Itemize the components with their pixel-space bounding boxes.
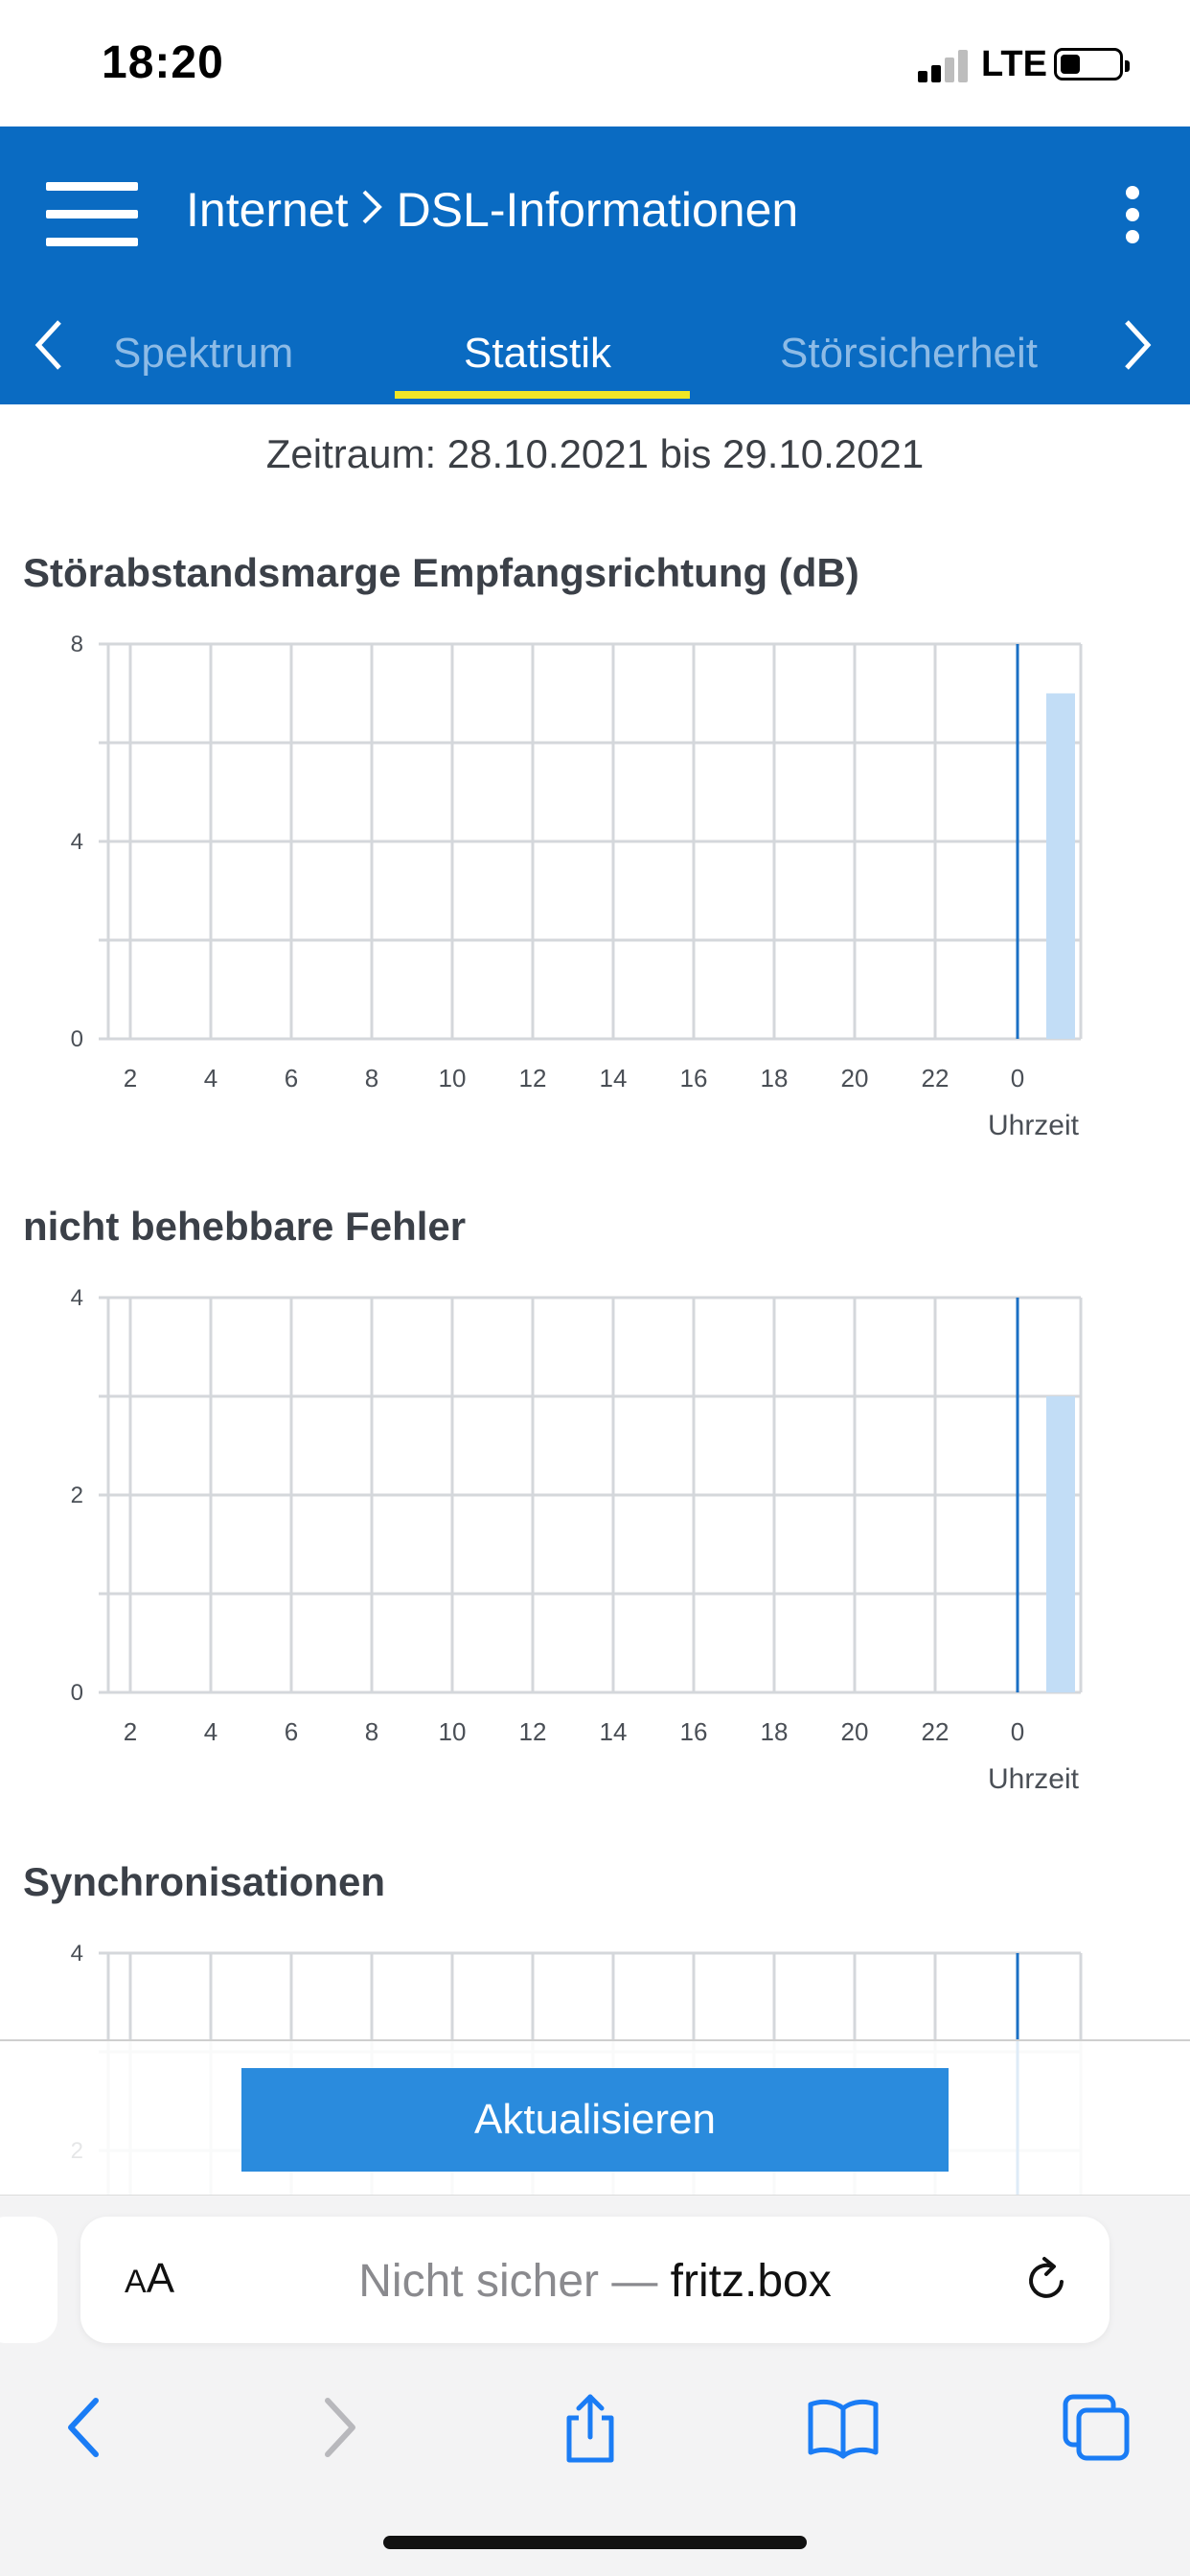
y-tick-label: 0 xyxy=(71,1026,83,1052)
url-host: fritz.box xyxy=(670,2256,832,2307)
network-label: LTE xyxy=(981,44,1047,84)
period-label: Zeitraum: 28.10.2021 bis 29.10.2021 xyxy=(265,431,925,476)
y-tick-label: 8 xyxy=(71,632,83,657)
tab-prev-icon[interactable] xyxy=(34,318,63,384)
signal-icon xyxy=(918,50,968,82)
x-tick-label: 12 xyxy=(519,1064,547,1092)
y-tick-label: 0 xyxy=(71,1680,83,1706)
breadcrumb-separator-icon xyxy=(360,182,385,238)
x-tick-label: 16 xyxy=(680,1064,708,1092)
x-tick-label: 4 xyxy=(204,1717,217,1746)
bookmarks-icon[interactable] xyxy=(805,2389,881,2466)
y-tick-label: 4 xyxy=(71,1285,83,1311)
more-options-icon[interactable] xyxy=(1123,186,1146,243)
x-tick-label: 20 xyxy=(841,1064,869,1092)
x-tick-label: 22 xyxy=(922,1064,950,1092)
chart-title-errors: nicht behebbare Fehler xyxy=(23,1204,467,1249)
reader-options-button[interactable]: AA xyxy=(125,2255,175,2302)
y-tick-label: 4 xyxy=(71,1941,83,1966)
reload-icon[interactable] xyxy=(1019,2253,1073,2307)
tabs-icon[interactable] xyxy=(1058,2389,1134,2466)
chart-title-snr: Störabstandsmarge Empfangsrichtung (dB) xyxy=(23,550,859,595)
chart-snr: 0 4 8 2 4 6 8 10 12 14 16 18 20 22 0 Uhrzeit xyxy=(71,632,1083,1138)
breadcrumb: Internet DSL-Informationen xyxy=(186,182,798,238)
refresh-button[interactable]: Aktualisieren xyxy=(241,2068,949,2172)
chart-errors: 0 2 4 2 4 6 8 10 12 14 16 18 20 22 0 Uhrzeit xyxy=(71,1285,1083,1792)
browser-nav-bar xyxy=(0,2378,1190,2493)
tab-spektrum[interactable]: Spektrum xyxy=(113,330,294,377)
data-bar xyxy=(1046,1396,1075,1692)
x-tick-label: 14 xyxy=(600,1717,628,1746)
x-tick-label: 22 xyxy=(922,1717,950,1746)
address-bar[interactable]: AA Nicht sicher — fritz.box xyxy=(80,2217,1110,2343)
back-icon[interactable] xyxy=(46,2389,123,2466)
status-bar: 18:20 LTE xyxy=(0,0,1190,126)
data-bar xyxy=(1046,693,1075,1039)
x-tick-label: 8 xyxy=(365,1717,378,1746)
x-tick-label: 12 xyxy=(519,1717,547,1746)
x-tick-label: 2 xyxy=(124,1717,137,1746)
x-tick-label: 16 xyxy=(680,1717,708,1746)
previous-tab-card[interactable] xyxy=(0,2217,57,2343)
share-icon[interactable] xyxy=(552,2389,629,2466)
breadcrumb-page: DSL-Informationen xyxy=(396,183,799,237)
x-tick-label: 10 xyxy=(439,1717,467,1746)
tab-next-icon[interactable] xyxy=(1123,318,1152,384)
x-tick-label: 6 xyxy=(285,1717,298,1746)
y-tick-label: 2 xyxy=(71,1483,83,1508)
tab-statistik[interactable]: Statistik xyxy=(464,330,612,377)
x-axis-label: Uhrzeit xyxy=(988,1110,1080,1138)
menu-icon[interactable] xyxy=(46,180,138,249)
x-tick-label: 20 xyxy=(841,1717,869,1746)
breadcrumb-section[interactable]: Internet xyxy=(186,183,349,237)
url-security: Nicht sicher — xyxy=(358,2256,671,2307)
x-tick-label: 6 xyxy=(285,1064,298,1092)
battery-icon xyxy=(1054,48,1130,80)
x-tick-label: 14 xyxy=(600,1064,628,1092)
status-time: 18:20 xyxy=(102,37,224,88)
x-tick-label: 10 xyxy=(439,1064,467,1092)
x-tick-label: 0 xyxy=(1011,1717,1024,1746)
tab-stoersicherheit[interactable]: Störsicherheit xyxy=(780,330,1039,377)
home-indicator xyxy=(383,2536,807,2549)
y-tick-label: 4 xyxy=(71,829,83,855)
x-tick-label: 18 xyxy=(761,1064,789,1092)
forward-icon[interactable] xyxy=(301,2389,378,2466)
url-display[interactable]: Nicht sicher — fritz.box xyxy=(80,2255,1110,2308)
app-header: Internet DSL-Informationen Spektrum Stati… xyxy=(0,126,1190,404)
browser-toolbar: AA Nicht sicher — fritz.box xyxy=(0,2195,1190,2576)
chart-title-sync: Synchronisationen xyxy=(23,1859,386,1904)
tab-bar: Spektrum Statistik Störsicherheit xyxy=(0,301,1190,404)
x-tick-label: 4 xyxy=(204,1064,217,1092)
x-axis-label: Uhrzeit xyxy=(988,1763,1080,1792)
refresh-panel: Aktualisieren xyxy=(0,2039,1190,2195)
x-tick-label: 2 xyxy=(124,1064,137,1092)
x-tick-label: 18 xyxy=(761,1717,789,1746)
x-tick-label: 8 xyxy=(365,1064,378,1092)
active-tab-indicator xyxy=(395,391,690,399)
x-tick-label: 0 xyxy=(1011,1064,1024,1092)
